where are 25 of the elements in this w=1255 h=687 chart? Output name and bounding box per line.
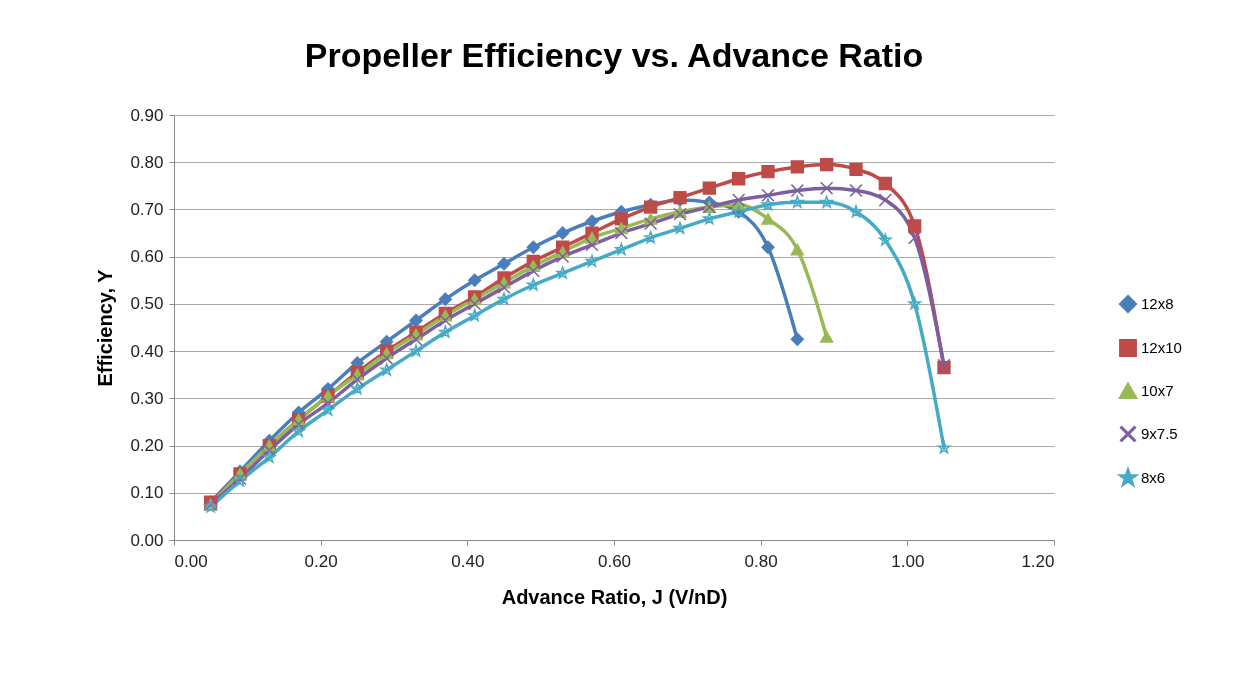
legend-label: 8x6 (1141, 469, 1166, 486)
y-tick-label: 0.10 (130, 483, 164, 503)
x-axis-title: Advance Ratio, J (V/nD) (501, 585, 728, 608)
y-tick-label: 0.90 (130, 105, 164, 125)
x-tick-label: 1.20 (1021, 551, 1055, 571)
y-tick-label: 0.40 (130, 341, 164, 361)
y-tick-label: 0.00 (130, 530, 164, 550)
legend-label: 12x10 (1141, 339, 1182, 356)
y-tick-label: 0.80 (130, 152, 164, 172)
x-tick-label: 0.40 (451, 551, 485, 571)
x-tick-label: 0.20 (304, 551, 338, 571)
chart-title: Propeller Efficiency vs. Advance Ratio (304, 36, 924, 74)
y-tick-label: 0.60 (130, 247, 164, 267)
y-tick-label: 0.30 (130, 388, 164, 408)
y-axis-title: Efficiency, Y (94, 268, 117, 387)
x-tick-label: 1.00 (891, 551, 925, 571)
x-tick-label: 0.60 (597, 551, 632, 571)
x-tick-label: 0.00 (174, 551, 208, 571)
y-tick-label: 0.70 (130, 199, 164, 219)
y-tick-label: 0.50 (130, 294, 164, 314)
legend-label: 12x8 (1141, 295, 1174, 312)
legend-label: 10x7 (1141, 382, 1174, 399)
y-tick-label: 0.20 (130, 436, 164, 456)
x-tick-label: 0.80 (744, 551, 778, 571)
legend-label: 9x7.5 (1141, 425, 1178, 442)
